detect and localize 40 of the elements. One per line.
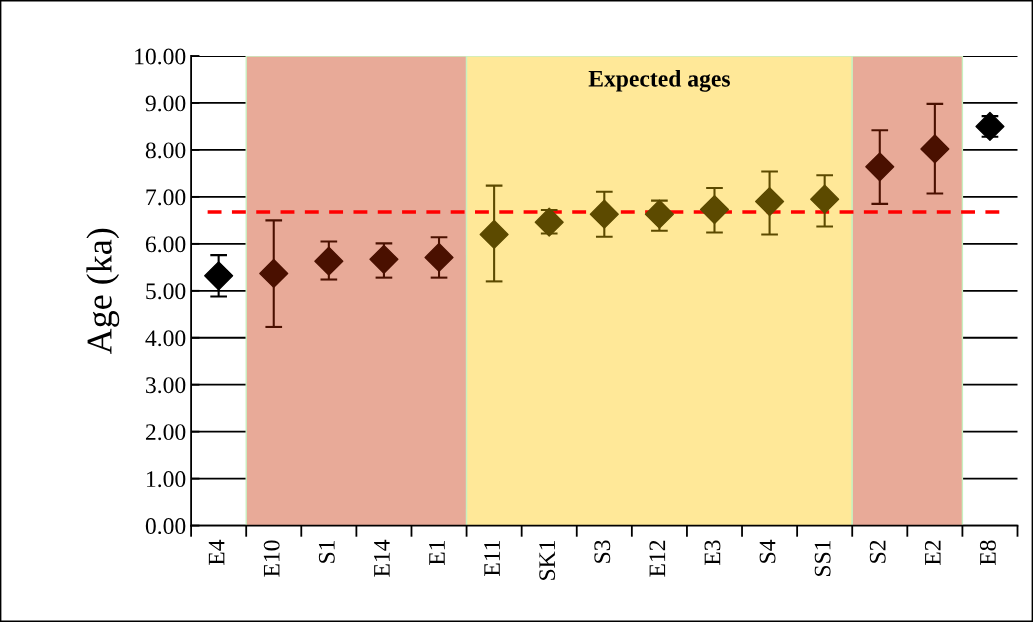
y-tick-label: 6.00 xyxy=(145,236,186,253)
point xyxy=(479,219,509,250)
x-tick-label: E10 xyxy=(263,540,280,577)
y-tick-label: 3.00 xyxy=(146,377,186,394)
x-tick-label: E8 xyxy=(979,540,996,566)
x-tick-label: E3 xyxy=(704,540,721,566)
x-tick-label: S3 xyxy=(594,540,611,563)
x-tick-label: E4 xyxy=(208,539,225,566)
y-tick-label: 5.00 xyxy=(146,283,186,300)
y-tick-label: 10.00 xyxy=(135,48,186,65)
x-tick-label: E14 xyxy=(374,539,390,577)
point xyxy=(755,186,785,217)
y-tick-label: 1.00 xyxy=(147,471,186,488)
x-tick-label: S1 xyxy=(318,540,335,563)
x-tick-label: SK1 xyxy=(539,540,556,580)
x-tick-label: E12 xyxy=(649,540,666,577)
point xyxy=(259,258,289,288)
y-tick-label: 2.00 xyxy=(145,424,186,441)
point xyxy=(424,242,454,273)
x-tick-label: S4 xyxy=(759,539,776,563)
band-label: Expected ages xyxy=(588,70,730,92)
y-tick-label: 7.00 xyxy=(146,189,186,206)
x-tick-label: E1 xyxy=(429,540,445,566)
x-tick-label: E2 xyxy=(924,540,941,566)
y-tick-label: 4.00 xyxy=(145,330,186,347)
x-tick-label: E11 xyxy=(484,540,500,576)
y-axis-title: Age (ka) xyxy=(86,228,120,355)
point xyxy=(644,199,674,229)
point xyxy=(920,134,950,164)
point xyxy=(314,246,344,276)
x-tick-label: SS1 xyxy=(814,540,831,576)
y-tick-label: 0.00 xyxy=(145,518,186,535)
x-tick-label: S2 xyxy=(869,540,886,563)
y-tick-label: 9.00 xyxy=(145,95,186,112)
point xyxy=(589,199,619,229)
y-tick-label: 8.00 xyxy=(145,142,186,159)
point xyxy=(204,261,234,291)
point xyxy=(865,152,895,182)
point xyxy=(810,184,840,214)
point xyxy=(699,194,730,225)
